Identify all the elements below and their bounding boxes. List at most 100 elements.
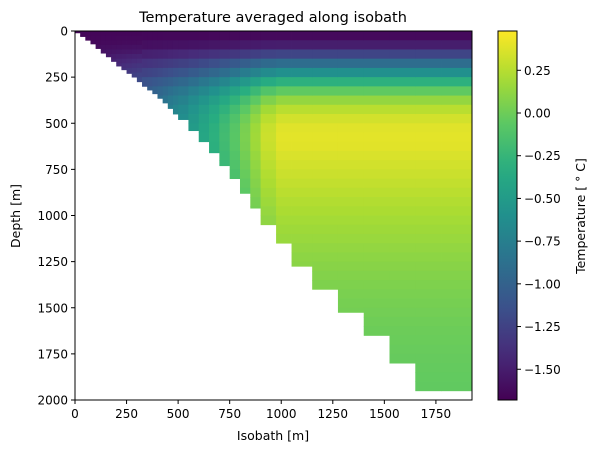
heatmap-cell bbox=[363, 215, 390, 226]
heatmap-cell bbox=[337, 132, 365, 143]
heatmap-cell bbox=[178, 67, 189, 78]
heatmap-cell bbox=[291, 252, 313, 263]
heatmap-cell bbox=[415, 141, 442, 152]
heatmap-cell bbox=[389, 335, 416, 346]
heatmap-cell bbox=[389, 123, 416, 133]
heatmap-cell bbox=[229, 58, 241, 69]
heatmap-cell bbox=[363, 160, 390, 170]
heatmap-cell bbox=[337, 150, 365, 161]
heatmap-cell bbox=[415, 280, 442, 290]
heatmap-cell bbox=[147, 40, 153, 50]
heatmap-cells bbox=[75, 31, 473, 392]
heatmap-cell bbox=[162, 31, 169, 41]
heatmap-cell bbox=[312, 86, 339, 96]
heatmap-cell bbox=[337, 40, 365, 50]
heatmap-cell bbox=[198, 132, 210, 143]
heatmap-cell bbox=[337, 169, 365, 179]
colorbar-tick-label: −0.75 bbox=[524, 235, 561, 249]
heatmap-cell bbox=[312, 141, 339, 152]
heatmap-cell bbox=[219, 40, 231, 50]
y-tick-label: 750 bbox=[45, 163, 68, 177]
heatmap-cell bbox=[198, 40, 210, 50]
heatmap-cell bbox=[441, 363, 473, 373]
heatmap-cell bbox=[167, 104, 174, 109]
heatmap-cell bbox=[441, 353, 473, 364]
heatmap-cell bbox=[209, 86, 220, 96]
heatmap-cell bbox=[167, 67, 174, 78]
heatmap-cell bbox=[389, 233, 416, 244]
heatmap-cell bbox=[250, 40, 262, 50]
heatmap-cell bbox=[188, 67, 200, 78]
x-tick-label: 1250 bbox=[318, 407, 349, 421]
heatmap-cell bbox=[157, 49, 164, 60]
heatmap-cell bbox=[337, 160, 365, 170]
heatmap-cell bbox=[126, 40, 133, 46]
heatmap-cell bbox=[209, 67, 220, 78]
heatmap-cell bbox=[389, 187, 416, 198]
heatmap-cell bbox=[276, 86, 292, 96]
heatmap-cell bbox=[121, 44, 127, 50]
heatmap-cell bbox=[167, 49, 174, 60]
heatmap-cell bbox=[219, 86, 231, 96]
heatmap-cell bbox=[239, 160, 251, 170]
heatmap-cell bbox=[415, 95, 442, 106]
heatmap-cell bbox=[198, 49, 210, 60]
colorbar-tick-label: −1.00 bbox=[524, 277, 561, 291]
heatmap-cell bbox=[100, 31, 107, 37]
heatmap-cell bbox=[260, 95, 277, 106]
heatmap-cell bbox=[389, 104, 416, 115]
heatmap-cell bbox=[415, 381, 442, 392]
heatmap-cell bbox=[441, 95, 473, 106]
heatmap-cell bbox=[363, 233, 390, 244]
heatmap-cell bbox=[147, 49, 153, 60]
heatmap-cell bbox=[116, 31, 122, 37]
heatmap-cell bbox=[162, 40, 169, 50]
heatmap-cell bbox=[209, 104, 220, 115]
heatmap-cell bbox=[126, 58, 133, 64]
heatmap-cell bbox=[172, 67, 179, 78]
x-tick-label: 1750 bbox=[421, 407, 452, 421]
heatmap-cell bbox=[276, 233, 292, 244]
heatmap-cell bbox=[239, 95, 251, 106]
colorbar bbox=[497, 30, 518, 401]
heatmap-cell bbox=[337, 215, 365, 226]
heatmap-cell bbox=[167, 31, 174, 41]
heatmap-cell bbox=[337, 197, 365, 207]
heatmap-cell bbox=[441, 150, 473, 161]
heatmap-cell bbox=[337, 49, 365, 60]
heatmap-cell bbox=[389, 298, 416, 309]
heatmap-cell bbox=[162, 86, 169, 96]
heatmap-cell bbox=[441, 298, 473, 309]
heatmap-cell bbox=[312, 40, 339, 50]
heatmap-cell bbox=[157, 95, 164, 99]
heatmap-cell bbox=[142, 31, 148, 41]
heatmap-cell bbox=[136, 58, 143, 64]
heatmap-cell bbox=[116, 63, 122, 67]
heatmap-cell bbox=[276, 160, 292, 170]
heatmap-cell bbox=[337, 187, 365, 198]
heatmap-cell bbox=[415, 224, 442, 235]
heatmap-cell bbox=[136, 77, 143, 83]
heatmap-cell bbox=[260, 132, 277, 143]
heatmap-cell bbox=[178, 114, 189, 120]
heatmap-cell bbox=[167, 86, 174, 96]
heatmap-cell bbox=[126, 44, 133, 50]
heatmap-cell bbox=[152, 58, 158, 69]
heatmap-cell bbox=[111, 58, 117, 62]
heatmap-cell bbox=[157, 58, 164, 69]
heatmap-cell bbox=[260, 206, 277, 216]
heatmap-cell bbox=[363, 298, 390, 309]
heatmap-cell bbox=[111, 54, 117, 60]
heatmap-cell bbox=[415, 307, 442, 318]
heatmap-cell bbox=[363, 104, 390, 115]
heatmap-cell bbox=[291, 224, 313, 235]
heatmap-cell bbox=[389, 326, 416, 336]
heatmap-cell bbox=[178, 31, 189, 41]
heatmap-cell bbox=[260, 215, 277, 226]
heatmap-cell bbox=[116, 49, 122, 55]
x-tick-label: 1000 bbox=[266, 407, 297, 421]
heatmap-cell bbox=[250, 169, 262, 179]
heatmap-cell bbox=[219, 95, 231, 106]
heatmap-cell bbox=[219, 77, 231, 87]
